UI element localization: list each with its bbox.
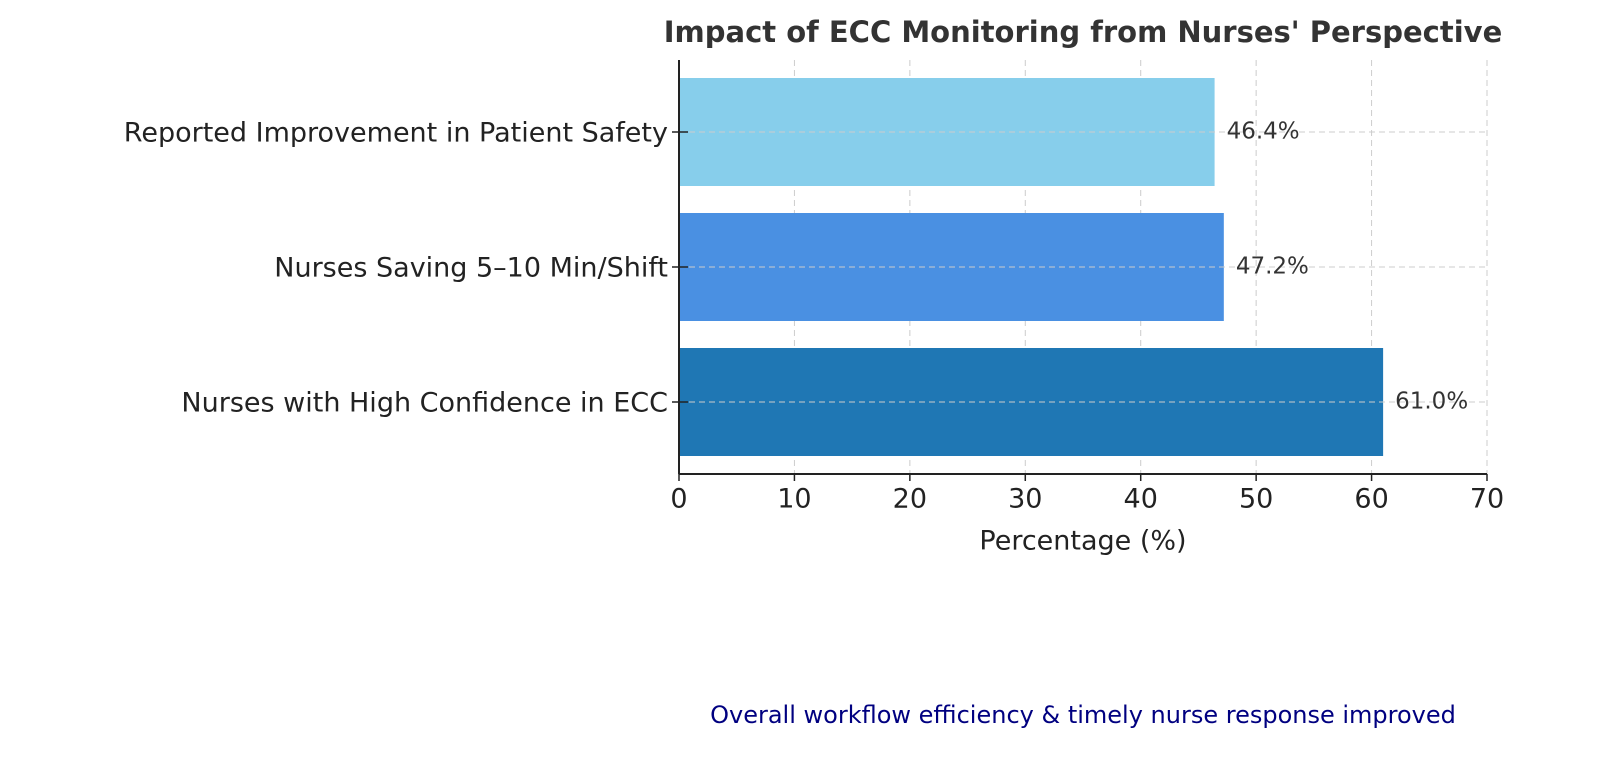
x-tick-label: 10 xyxy=(777,484,811,515)
y-tick-label: Reported Improvement in Patient Safety xyxy=(124,118,668,149)
value-label: 46.4% xyxy=(1227,119,1300,145)
x-tick-label: 30 xyxy=(1008,484,1042,515)
x-tick-label: 50 xyxy=(1239,484,1273,515)
x-tick-label: 60 xyxy=(1354,484,1388,515)
chart-title: Impact of ECC Monitoring from Nurses' Pe… xyxy=(664,15,1503,49)
x-tick-label: 70 xyxy=(1470,484,1504,515)
y-tick-label: Nurses with High Confidence in ECC xyxy=(181,388,668,419)
y-tick-label: Nurses Saving 5–10 Min/Shift xyxy=(274,253,668,284)
value-label: 47.2% xyxy=(1236,254,1309,280)
x-tick-label: 20 xyxy=(893,484,927,515)
value-label: 61.0% xyxy=(1395,389,1468,415)
annotation: Overall workflow efficiency & timely nur… xyxy=(710,701,1456,729)
x-tick-label: 40 xyxy=(1124,484,1158,515)
bar xyxy=(679,78,1215,186)
x-tick-label: 0 xyxy=(670,484,687,515)
x-axis-label: Percentage (%) xyxy=(979,526,1186,557)
